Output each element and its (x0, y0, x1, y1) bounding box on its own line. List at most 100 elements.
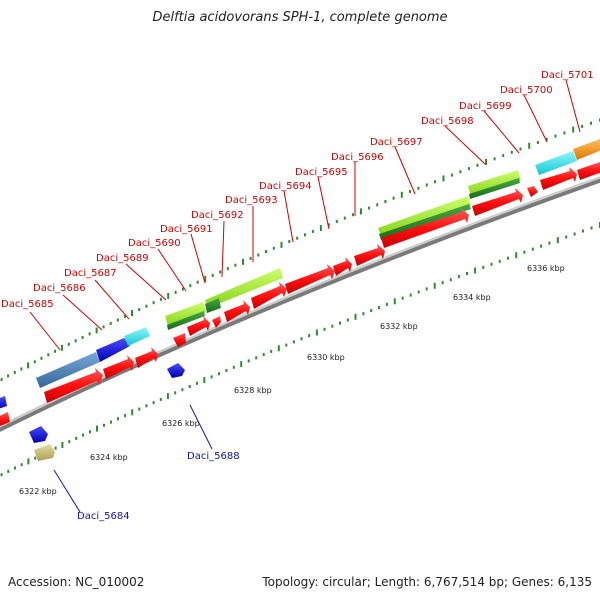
cds-5689[interactable] (173, 333, 186, 347)
cds-5701[interactable] (577, 162, 600, 180)
leader-5697 (394, 146, 416, 195)
gene-5684-khaki[interactable] (34, 444, 55, 461)
gene-dkgreen-3[interactable] (379, 204, 471, 240)
cds-5695[interactable] (333, 257, 352, 276)
major-tick (61, 442, 64, 448)
minor-tick (378, 306, 380, 309)
minor-tick (545, 137, 548, 141)
minor-tick (210, 375, 213, 379)
cds-5699[interactable] (527, 186, 538, 197)
minor-tick (590, 121, 592, 125)
scale-label: 6322 kbp (19, 487, 57, 496)
gene-label[interactable]: Daci_5688 (187, 451, 240, 462)
gene-5684-blue[interactable] (29, 426, 48, 443)
scale-label: 6330 kbp (307, 353, 345, 362)
cds-left-edge-blue[interactable] (0, 396, 7, 410)
minor-tick (370, 309, 373, 313)
minor-tick (232, 365, 235, 369)
major-tick (95, 327, 98, 334)
minor-tick (590, 226, 593, 230)
minor-tick (218, 372, 220, 376)
cds-5691[interactable] (212, 316, 221, 328)
minor-tick (33, 360, 36, 364)
leader-5687 (94, 279, 130, 320)
gene-orange[interactable] (573, 139, 600, 160)
gene-steel-blue[interactable] (36, 352, 100, 388)
gene-label[interactable]: Daci_5691 (160, 224, 213, 235)
gene-label[interactable]: Daci_5699 (459, 101, 512, 112)
gene-label[interactable]: Daci_5692 (191, 210, 244, 221)
gene-lime-3[interactable] (378, 196, 471, 236)
minor-tick (506, 256, 509, 260)
gene-label[interactable]: Daci_5693 (225, 195, 278, 206)
minor-tick (476, 163, 479, 167)
minor-tick (67, 342, 70, 346)
cds-5700[interactable] (540, 167, 577, 190)
minor-tick (401, 296, 404, 300)
cds-left-edge[interactable] (0, 412, 10, 428)
minor-tick (351, 213, 354, 217)
cds-5685[interactable] (44, 368, 103, 403)
gene-label[interactable]: Daci_5695 (295, 167, 348, 178)
gene-label[interactable]: Daci_5689 (96, 253, 149, 264)
gene-lime-4[interactable] (468, 170, 521, 196)
minor-tick (459, 170, 462, 174)
reverse-genes (29, 363, 185, 461)
gene-label[interactable]: Daci_5696 (331, 152, 384, 163)
minor-tick (339, 321, 341, 325)
minor-tick (536, 141, 539, 144)
minor-tick (510, 150, 513, 154)
topology-text: Topology: circular; Length: 6,767,514 bp… (262, 575, 592, 589)
gene-dkgreen-1[interactable] (167, 311, 205, 330)
cds-5698[interactable] (472, 188, 523, 216)
cds-5694[interactable] (285, 264, 335, 294)
gene-label[interactable]: Daci_5697 (370, 137, 423, 148)
minor-tick (34, 456, 37, 460)
minor-tick (40, 356, 43, 360)
gene-dkgreen-2[interactable] (205, 298, 221, 313)
minor-tick (376, 203, 379, 207)
minor-tick (308, 334, 311, 338)
gene-cyan[interactable] (124, 327, 150, 346)
gene-label[interactable]: Daci_5687 (64, 268, 117, 279)
cds-5697[interactable] (381, 208, 469, 248)
leader-5688 (189, 404, 213, 450)
gene-label[interactable]: Daci_5700 (500, 85, 553, 96)
gene-lime-2[interactable] (205, 268, 283, 308)
minor-tick (384, 200, 387, 203)
gene-dkgreen-4[interactable] (469, 178, 520, 199)
minor-tick (89, 430, 91, 434)
minor-tick (20, 463, 23, 467)
minor-tick (323, 327, 326, 331)
cds-5696[interactable] (354, 244, 385, 266)
leader-5684 (53, 469, 81, 513)
gene-label[interactable]: Daci_5698 (421, 116, 474, 127)
cds-5687[interactable] (135, 347, 158, 368)
minor-tick (82, 433, 85, 437)
gene-5688[interactable] (167, 363, 185, 378)
major-tick (277, 345, 280, 352)
cds-5686[interactable] (103, 355, 134, 379)
minor-tick (502, 154, 505, 157)
minor-tick (181, 388, 184, 392)
cds-5690[interactable] (187, 316, 210, 336)
gene-label[interactable]: Daci_5686 (33, 283, 86, 294)
gene-label[interactable]: Daci_5684 (77, 511, 130, 522)
forward-gene-labels: Daci_5685 Daci_5686 Daci_5687 Daci_5689 … (1, 70, 594, 310)
gene-label[interactable]: Daci_5690 (128, 238, 181, 249)
gene-lime-1[interactable] (165, 302, 206, 326)
gene-blue[interactable] (96, 338, 130, 362)
gene-label[interactable]: Daci_5685 (1, 299, 54, 310)
cds-5693[interactable] (251, 282, 287, 309)
cds-5692[interactable] (224, 300, 250, 322)
gene-cyan-2[interactable] (535, 151, 577, 175)
minor-tick (346, 318, 349, 322)
minor-tick (145, 304, 148, 308)
minor-tick (327, 223, 330, 227)
major-tick (319, 225, 322, 232)
gene-label[interactable]: Daci_5701 (541, 70, 594, 81)
minor-tick (292, 340, 295, 344)
minor-tick (265, 250, 267, 254)
gene-label[interactable]: Daci_5694 (259, 181, 312, 192)
minor-tick (54, 446, 57, 450)
